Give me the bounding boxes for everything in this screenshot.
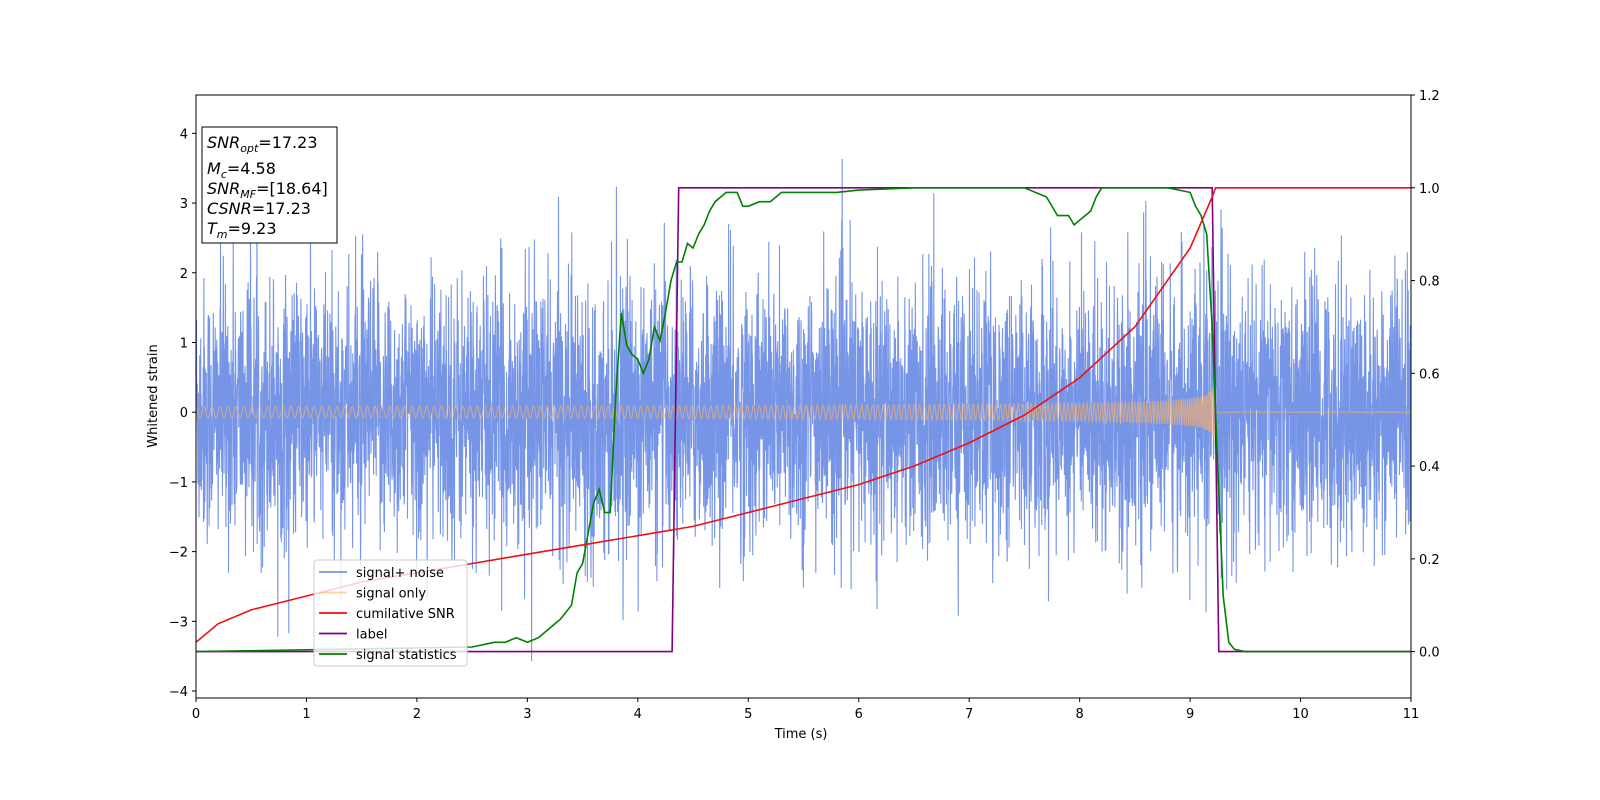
x-tick-label: 8 (1075, 707, 1083, 722)
y-left-tick-label: 4 (180, 127, 188, 142)
y-axis-label: Whitened strain (146, 344, 161, 447)
legend-frame (313, 559, 468, 667)
x-tick-label: 0 (192, 707, 200, 722)
x-tick-label: 1 (302, 707, 310, 722)
plot-frame (195, 94, 1412, 699)
series-signal-only (196, 384, 1411, 439)
x-tick-label: 2 (413, 707, 421, 722)
y-right-tick-label: 0.6 (1419, 367, 1440, 382)
x-tick-label: 9 (1186, 707, 1194, 722)
y-left-tick-label: 0 (180, 406, 188, 421)
y-right-tick-label: 0.8 (1419, 275, 1440, 290)
y-right-tick-label: 1.2 (1419, 89, 1440, 104)
x-axis-label: Time (s) (774, 727, 828, 742)
x-tick-label: 4 (634, 707, 642, 722)
y-left-tick-label: −4 (169, 685, 188, 700)
info-box-frame (201, 126, 338, 244)
y-right-tick-label: 0.4 (1419, 460, 1440, 475)
x-tick-label: 6 (855, 707, 863, 722)
legend-entry: signal+ noise (356, 566, 444, 581)
y-left-tick-label: 3 (180, 197, 188, 212)
y-right-tick-label: 1.0 (1419, 182, 1440, 197)
y-left-tick-label: 1 (180, 336, 188, 351)
info-mc: Mc=4.58 (207, 159, 276, 181)
y-axis-right: 1.2 1.0 0.8 0.6 0.4 0.2 0.0 (1411, 89, 1440, 661)
y-left-tick-label: 2 (180, 267, 188, 282)
series-signal-statistics (196, 187, 1411, 653)
x-tick-label: 11 (1403, 707, 1420, 722)
x-tick-label: 10 (1292, 707, 1309, 722)
legend-entry: cumilative SNR (356, 607, 455, 622)
x-tick-label: 5 (744, 707, 752, 722)
y-left-tick-label: −2 (169, 546, 188, 561)
legend-entry: label (356, 628, 387, 643)
x-axis: 0 1 2 3 4 5 6 7 8 9 10 11 (192, 698, 1419, 722)
x-tick-label: 3 (523, 707, 531, 722)
info-snr-mf: SNRMF=[18.64] (207, 179, 328, 201)
y-right-tick-label: 0.2 (1419, 553, 1440, 568)
info-csnr: CSNR=17.23 (207, 199, 311, 218)
x-tick-label: 7 (965, 707, 973, 722)
legend-entry: signal statistics (356, 648, 457, 663)
y-left-tick-label: −3 (169, 615, 188, 630)
legend: signal+ noise signal only cumilative SNR la… (313, 559, 468, 667)
info-box: SNRopt=17.23 Mc=4.58 SNRMF=[18.64] CSNR=… (201, 126, 338, 244)
y-right-tick-label: 0.0 (1419, 646, 1440, 661)
info-tm: Tm=9.23 (207, 219, 277, 241)
legend-entry: signal only (356, 587, 426, 602)
info-snr-opt: SNRopt=17.23 (207, 133, 318, 155)
y-left-tick-label: −1 (169, 476, 188, 491)
y-axis-left: 4 3 2 1 0 −1 −2 −3 −4 (169, 127, 196, 700)
